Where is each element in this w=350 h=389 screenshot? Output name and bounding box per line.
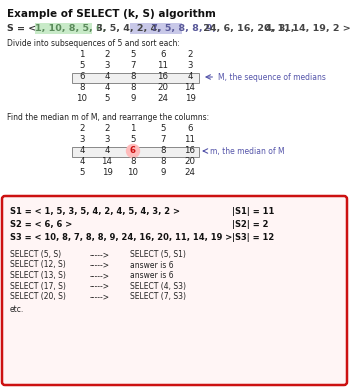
Text: 20: 20 [158, 83, 168, 92]
Bar [72, 72, 199, 83]
Text: 16: 16 [184, 146, 196, 155]
Text: 3: 3 [104, 61, 110, 70]
Text: 5: 5 [130, 135, 136, 144]
Text: m, the median of M: m, the median of M [203, 147, 285, 156]
Text: 6: 6 [130, 146, 136, 155]
Text: 4: 4 [104, 72, 110, 81]
Text: M, the sequence of medians: M, the sequence of medians [206, 72, 326, 82]
Text: 4: 4 [187, 72, 193, 81]
Text: 2: 2 [104, 124, 110, 133]
Text: SELECT (12, S): SELECT (12, S) [10, 261, 66, 270]
Text: 1, 10, 8, 5, 6,: 1, 10, 8, 5, 6, [35, 24, 106, 33]
Text: 5: 5 [104, 94, 110, 103]
Text: ----->: -----> [90, 261, 110, 270]
Text: 6: 6 [79, 72, 85, 81]
Text: 6: 6 [160, 50, 166, 59]
Text: |S2| = 2: |S2| = 2 [232, 220, 268, 229]
Text: S1 = < 1, 5, 3, 5, 4, 2, 4, 5, 4, 3, 2 >: S1 = < 1, 5, 3, 5, 4, 2, 4, 5, 4, 3, 2 > [10, 207, 180, 216]
Text: 5: 5 [160, 124, 166, 133]
Text: 10: 10 [77, 94, 88, 103]
Text: 2: 2 [79, 124, 85, 133]
Text: 5: 5 [79, 61, 85, 70]
Text: SELECT (5, S1): SELECT (5, S1) [130, 250, 186, 259]
Text: 3: 3 [79, 135, 85, 144]
Text: 16: 16 [158, 72, 168, 81]
Text: 10: 10 [127, 168, 139, 177]
Text: 8: 8 [160, 146, 166, 155]
Text: SELECT (20, S): SELECT (20, S) [10, 292, 66, 301]
Text: 11: 11 [184, 135, 196, 144]
Text: 19: 19 [102, 168, 112, 177]
Text: 1: 1 [130, 124, 136, 133]
Text: 14: 14 [102, 157, 112, 166]
Bar [35, 23, 92, 34]
Text: Find the median m of M, and rearrange the columns:: Find the median m of M, and rearrange th… [7, 113, 209, 122]
Text: |S3| = 12: |S3| = 12 [232, 233, 274, 242]
Text: 11: 11 [158, 61, 168, 70]
Text: SELECT (17, S): SELECT (17, S) [10, 282, 66, 291]
Text: Divide into subsequences of 5 and sort each:: Divide into subsequences of 5 and sort e… [7, 39, 180, 48]
Text: 20: 20 [184, 157, 196, 166]
Text: 2: 2 [187, 50, 193, 59]
Text: 7: 7 [160, 135, 166, 144]
Text: 7: 7 [130, 61, 136, 70]
Text: 8: 8 [130, 83, 136, 92]
Text: S = <: S = < [7, 24, 40, 33]
Text: |S1| = 11: |S1| = 11 [232, 207, 274, 216]
Text: 8: 8 [130, 72, 136, 81]
Text: 4, 3, 14, 19, 2 >: 4, 3, 14, 19, 2 > [262, 24, 350, 33]
Text: 3, 5, 4, 2, 4,: 3, 5, 4, 2, 4, [93, 24, 161, 33]
Text: 7, 5, 8, 8, 9,: 7, 5, 8, 8, 9, [148, 24, 216, 33]
Bar [72, 147, 199, 157]
Text: 3: 3 [104, 135, 110, 144]
Text: 19: 19 [184, 94, 195, 103]
Bar [130, 23, 182, 34]
Text: SELECT (4, S3): SELECT (4, S3) [130, 282, 186, 291]
Text: 4: 4 [79, 146, 85, 155]
Text: 8: 8 [130, 157, 136, 166]
Text: SELECT (5, S): SELECT (5, S) [10, 250, 61, 259]
Text: 2: 2 [104, 50, 110, 59]
Text: 4: 4 [104, 146, 110, 155]
Text: answer is 6: answer is 6 [130, 271, 174, 280]
Text: 3: 3 [187, 61, 193, 70]
Text: Example of SELECT (k, S) algorithm: Example of SELECT (k, S) algorithm [7, 9, 216, 19]
Text: etc.: etc. [10, 305, 24, 314]
FancyBboxPatch shape [2, 196, 347, 385]
Text: ----->: -----> [90, 282, 110, 291]
Circle shape [126, 144, 140, 158]
Text: 8: 8 [160, 157, 166, 166]
Text: 8: 8 [79, 83, 85, 92]
Text: ----->: -----> [90, 271, 110, 280]
Text: 14: 14 [184, 83, 196, 92]
Text: 5: 5 [130, 50, 136, 59]
Text: 1: 1 [79, 50, 85, 59]
Text: 6: 6 [187, 124, 193, 133]
Text: 24: 24 [184, 168, 196, 177]
Text: ----->: -----> [90, 292, 110, 301]
Text: S3 = < 10, 8, 7, 8, 8, 9, 24, 16, 20, 11, 14, 19 >: S3 = < 10, 8, 7, 8, 8, 9, 24, 16, 20, 11… [10, 233, 232, 242]
Text: answer is 6: answer is 6 [130, 261, 174, 270]
Text: 9: 9 [160, 168, 166, 177]
Text: SELECT (7, S3): SELECT (7, S3) [130, 292, 186, 301]
Text: 4: 4 [104, 83, 110, 92]
Text: SELECT (13, S): SELECT (13, S) [10, 271, 66, 280]
Text: S2 = < 6, 6 >: S2 = < 6, 6 > [10, 220, 72, 229]
Text: ----->: -----> [90, 250, 110, 259]
Text: 9: 9 [130, 94, 136, 103]
Text: 5: 5 [79, 168, 85, 177]
Text: 24, 6, 16, 20, 11,: 24, 6, 16, 20, 11, [200, 24, 294, 33]
Text: 24: 24 [158, 94, 168, 103]
Text: 4: 4 [79, 157, 85, 166]
